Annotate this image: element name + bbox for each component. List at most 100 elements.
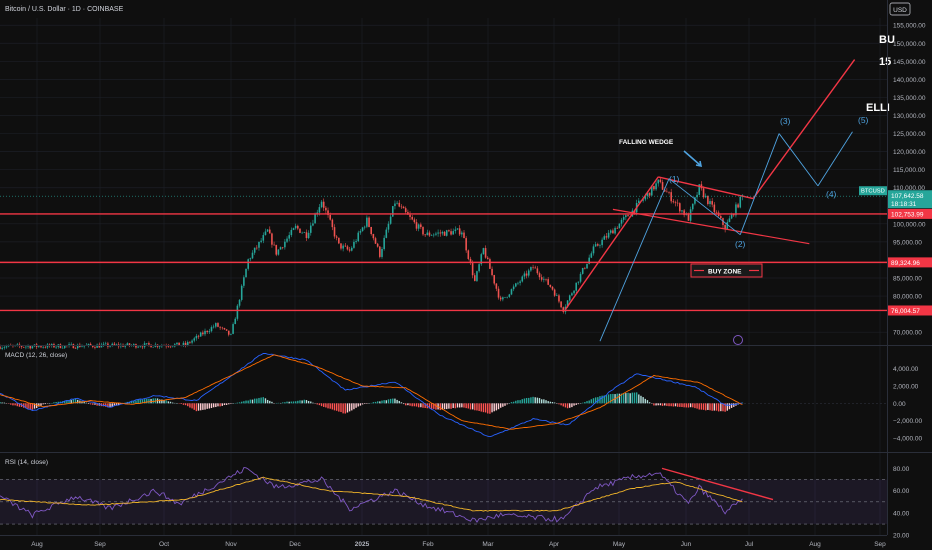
candle-body [204, 330, 206, 335]
macd-histogram-bar [68, 400, 70, 404]
wave-1-line[interactable] [599, 178, 670, 342]
macd-histogram-bar [148, 398, 150, 404]
impulse-trendline[interactable] [564, 176, 659, 310]
candle-body [195, 335, 198, 339]
candle-body [333, 227, 336, 237]
current-price-text: 107,642.58 [891, 193, 924, 200]
macd-histogram-bar [284, 402, 286, 404]
level-price-tag [888, 305, 932, 316]
candle-body [551, 286, 554, 290]
candle-body [258, 241, 260, 248]
candle-body [256, 247, 258, 249]
currency-button[interactable] [889, 2, 911, 16]
macd-histogram-bar [597, 397, 599, 404]
macd-histogram-bar [430, 403, 433, 409]
macd-histogram-bar [687, 403, 690, 408]
chart-drawings[interactable]: FALLING WEDGE (1) (2) (3) (4) (5) BU 15 ELLI BUY … [0, 34, 895, 501]
macd-histogram-bar [72, 399, 75, 404]
time-axis[interactable]: Aug Sep Oct Nov Dec 2025 Feb Mar Apr May Jun Jul Aug… [31, 541, 886, 548]
candle-body [322, 201, 325, 208]
wave-4-line[interactable] [778, 133, 819, 187]
macd-histogram-bar [670, 403, 672, 407]
candle-body [428, 232, 431, 236]
alert-icon[interactable] [733, 335, 743, 345]
time-tick-label: Jun [681, 541, 692, 548]
macd-histogram-bar [193, 403, 195, 410]
candle-body [506, 296, 508, 298]
macd-histogram-bar [163, 400, 165, 404]
candle-body [42, 346, 44, 348]
candle-body [441, 231, 444, 234]
wave-3-line[interactable] [739, 133, 780, 235]
candle-body [206, 330, 208, 333]
macd-histogram-bar [558, 403, 560, 405]
macd-histogram-bar [89, 403, 92, 405]
wedge-lower-line[interactable] [612, 208, 810, 245]
current-price-tag [888, 190, 932, 209]
macd-histogram-bar [433, 403, 435, 409]
candle-body [83, 345, 85, 347]
time-tick-label: Sep [874, 541, 886, 548]
macd-histogram-bar [40, 403, 42, 406]
macd-histogram-bar [685, 403, 687, 408]
candle-body [715, 212, 718, 213]
candle-body [530, 267, 532, 271]
candle-body [674, 202, 677, 203]
macd-histogram-bar [484, 403, 487, 413]
rsi-divergence-line[interactable] [661, 467, 774, 501]
macd-histogram-bar [107, 403, 109, 408]
candle-body [514, 283, 517, 287]
candle-body [238, 299, 241, 306]
candle-body [579, 273, 582, 282]
macd-histogram-bar [638, 394, 640, 404]
candle-body [176, 342, 178, 345]
candle-body [368, 217, 370, 227]
candle-body [465, 238, 467, 251]
price-axis[interactable]: 155,000.00 150,000.00 145,000.00 140,000.00… [0, 23, 932, 540]
macd-histogram-bar [243, 401, 245, 404]
candle-body [439, 232, 442, 234]
macd-histogram-bar [610, 394, 612, 404]
buy-zone-box[interactable] [690, 263, 763, 278]
candle-body [210, 327, 213, 332]
candle-body [294, 225, 297, 229]
macd-histogram-bar [353, 403, 355, 410]
macd-histogram-bar [623, 392, 625, 404]
candle-body [415, 222, 418, 229]
candle-body [512, 286, 515, 290]
macd-histogram-bar [381, 400, 383, 404]
macd-histogram-bar [482, 403, 485, 413]
wave-2-line[interactable] [668, 178, 741, 236]
wave-3-label: (3) [780, 116, 791, 126]
breakout-projection-line[interactable] [752, 59, 856, 199]
macd-histogram-bar [64, 400, 66, 404]
rsi-ma-line [0, 476, 743, 512]
candle-body [178, 342, 180, 346]
candle-body [215, 323, 217, 327]
candle-body [618, 223, 621, 229]
macd-histogram-bar [137, 399, 139, 404]
macd-histogram-bar [469, 403, 472, 410]
candle-body [301, 232, 303, 234]
candle-body [694, 197, 696, 204]
candle-body [732, 214, 735, 216]
wave-5-line[interactable] [817, 131, 853, 187]
candle-body [681, 210, 683, 212]
candle-body [644, 196, 647, 200]
candle-body [739, 196, 742, 208]
macd-histogram-bar [571, 403, 573, 408]
wedge-upper-line[interactable] [658, 176, 754, 200]
candle-body [476, 271, 478, 281]
candle-body [271, 233, 273, 245]
countdown-text: 18:18:31 [891, 201, 917, 208]
macd-histogram-bar [383, 400, 385, 404]
candle-body [318, 207, 321, 213]
macd-histogram-bar [327, 403, 329, 409]
macd-histogram-bar [646, 400, 649, 404]
macd-histogram-bar [27, 403, 29, 409]
candle-body [197, 335, 200, 337]
candle-body [737, 204, 739, 208]
macd-histogram-bar [547, 401, 549, 404]
macd-histogram-bar [359, 403, 362, 406]
